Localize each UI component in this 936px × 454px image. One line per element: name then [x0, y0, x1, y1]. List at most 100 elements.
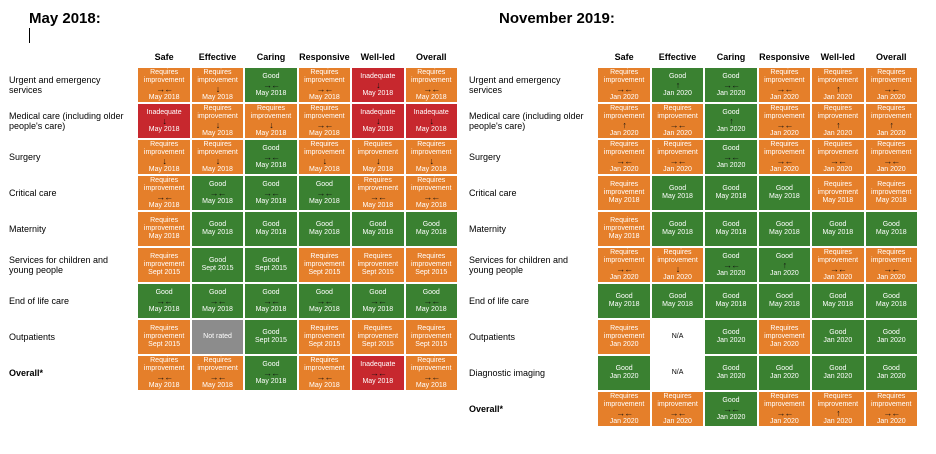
rating-text: Requires improvement [197, 68, 238, 84]
row-label-surgery: Surgery [469, 152, 501, 162]
rating-text: Requires improvement [304, 325, 345, 340]
rating-text: Good [208, 180, 227, 188]
may-2018-heading: May 2018: [29, 10, 101, 27]
no-change-arrows-icon: →← [616, 263, 633, 274]
rating-text: Requires improvement [764, 325, 805, 340]
rating-date: May 2018 [362, 305, 394, 313]
table-row: Medical care (including older people's c… [9, 102, 460, 140]
rating-text: Requires improvement [411, 356, 452, 372]
rating-cell-end-of-life-care-well-led: Good →← May 2018 [350, 282, 406, 320]
rating-cell-surgery-effective: Requires improvement ↓ May 2018 [189, 138, 246, 176]
table-row: Urgent and emergency services Requires im… [9, 66, 460, 104]
table-row: Maternity Requires improvement May 2018 Goo… [469, 210, 920, 248]
rating-date: Jan 2020 [716, 373, 746, 380]
rating-cell-surgery-caring: Good →← May 2018 [243, 138, 299, 176]
rating-text: Good [315, 221, 333, 228]
arrow-down-icon: ↓ [322, 155, 328, 166]
no-change-arrows-icon: →← [316, 83, 333, 94]
rating-date: Jan 2020 [716, 337, 746, 344]
rating-cell-diagnostic-imaging-safe: Good Jan 2020 [596, 354, 652, 392]
rating-date: May 2018 [148, 381, 180, 389]
rating-cell-surgery-well-led: Requires improvement ↓ May 2018 [350, 138, 406, 176]
row-label-overall: Overall* [469, 404, 504, 414]
rating-date: May 2018 [415, 381, 447, 389]
rating-text: Good [775, 185, 793, 192]
rating-cell-medical-care-including-older-people-s-care-well-led: Requires improvement ↑ Jan 2020 [810, 102, 866, 140]
rating-cell-diagnostic-imaging-overall: Good Jan 2020 [863, 354, 920, 392]
rating-cell-diagnostic-imaging-well-led: Good Jan 2020 [810, 354, 866, 392]
rating-cell-overall-effective: Requires improvement →← May 2018 [189, 354, 246, 392]
rating-text: Requires improvement [143, 217, 185, 232]
rating-date: May 2018 [822, 301, 854, 308]
rating-cell-urgent-and-emergency-services-safe: Requires improvement →← Jan 2020 [596, 66, 652, 104]
rating-date: Sept 2015 [308, 269, 341, 276]
rating-cell-outpatients-caring: Good Jan 2020 [703, 318, 759, 356]
rating-text: Requires improvement [817, 104, 859, 120]
rating-text: Good [882, 221, 900, 228]
rating-cell-critical-care-caring: Good →← May 2018 [243, 174, 299, 212]
rating-cell-services-for-children-and-young-people-safe: Requires improvement Sept 2015 [136, 246, 192, 284]
rating-text: Good [775, 293, 793, 300]
rating-text: Requires improvement [143, 325, 185, 340]
rating-date: Sept 2015 [308, 341, 341, 348]
rating-date: May 2018 [202, 93, 233, 101]
no-change-arrows-icon: →← [669, 155, 687, 166]
rating-date: May 2018 [362, 229, 394, 236]
rating-text: Good [668, 293, 687, 300]
rating-text: Requires improvement [411, 176, 452, 192]
rating-text: Requires improvement [657, 140, 698, 156]
table-row: End of life care Good →← May 2018 Good →← May … [9, 282, 460, 320]
rating-date: May 2018 [715, 301, 747, 308]
rating-cell-outpatients-effective: Not rated [189, 318, 246, 356]
rating-date: Jan 2020 [716, 89, 746, 97]
rating-date: Jan 2020 [876, 417, 906, 425]
rating-date: Jan 2020 [876, 337, 906, 344]
no-change-arrows-icon: →← [156, 371, 173, 382]
rating-cell-outpatients-effective: N/A [649, 318, 706, 356]
rating-cell-urgent-and-emergency-services-effective: Good ↑ Jan 2020 [649, 66, 706, 104]
rating-cell-maternity-caring: Good May 2018 [703, 210, 759, 248]
rating-cell-services-for-children-and-young-people-well-led: Requires improvement Sept 2015 [350, 246, 406, 284]
rating-cell-maternity-effective: Good May 2018 [649, 210, 706, 248]
rating-cell-end-of-life-care-overall: Good →← May 2018 [403, 282, 460, 320]
header-corner [469, 48, 597, 67]
rating-date: May 2018 [415, 305, 447, 313]
row-label-end-of-life-care: End of life care [9, 296, 70, 306]
no-change-arrows-icon: →← [423, 83, 440, 94]
rating-cell-critical-care-well-led: Requires improvement →← May 2018 [350, 174, 406, 212]
rating-cell-services-for-children-and-young-people-responsive: Good ↑ Jan 2020 [756, 246, 813, 284]
table-row: Services for children and young people Re… [469, 246, 920, 284]
rating-cell-medical-care-including-older-people-s-care-safe: Inadequate ↓ May 2018 [136, 102, 192, 140]
rating-date: May 2018 [362, 377, 394, 385]
rating-date: May 2018 [202, 381, 233, 389]
no-change-arrows-icon: →← [369, 191, 387, 202]
rating-cell-critical-care-safe: Requires improvement →← May 2018 [136, 174, 192, 212]
rating-date: May 2018 [202, 197, 233, 205]
rating-text: Requires improvement [817, 248, 859, 264]
rating-date: May 2018 [362, 125, 394, 133]
rating-text: Requires improvement [411, 325, 452, 340]
rating-text: Good [668, 221, 687, 228]
rating-date: May 2018 [148, 125, 180, 133]
rating-date: Jan 2020 [609, 341, 639, 348]
rating-cell-critical-care-responsive: Good →← May 2018 [296, 174, 353, 212]
rating-cell-maternity-responsive: Good May 2018 [756, 210, 813, 248]
rating-cell-end-of-life-care-caring: Good May 2018 [703, 282, 759, 320]
rating-date: May 2018 [255, 197, 287, 205]
rating-cell-medical-care-including-older-people-s-care-overall: Inadequate ↓ May 2018 [403, 102, 460, 140]
rating-cell-surgery-overall: Requires improvement →← Jan 2020 [863, 138, 920, 176]
arrow-down-icon: ↓ [215, 83, 221, 94]
rating-date: Jan 2020 [769, 129, 799, 137]
no-change-arrows-icon: →← [776, 155, 793, 166]
rating-date: Jan 2020 [823, 129, 853, 137]
table-row: Surgery Requires improvement ↓ May 2018 Requ… [9, 138, 460, 176]
rating-text: Good [369, 221, 387, 228]
rating-cell-outpatients-caring: Good Sept 2015 [243, 318, 299, 356]
no-change-arrows-icon: →← [616, 407, 633, 418]
rating-cell-overall-well-led: Inadequate →← May 2018 [350, 354, 406, 392]
rating-text: Requires improvement [764, 140, 805, 156]
rating-cell-services-for-children-and-young-people-caring: Good →← Jan 2020 [703, 246, 759, 284]
column-header-caring: Caring [256, 52, 286, 62]
arrow-down-icon: ↓ [215, 119, 221, 130]
rating-cell-overall-well-led: Requires improvement ↑ Jan 2020 [810, 390, 866, 428]
